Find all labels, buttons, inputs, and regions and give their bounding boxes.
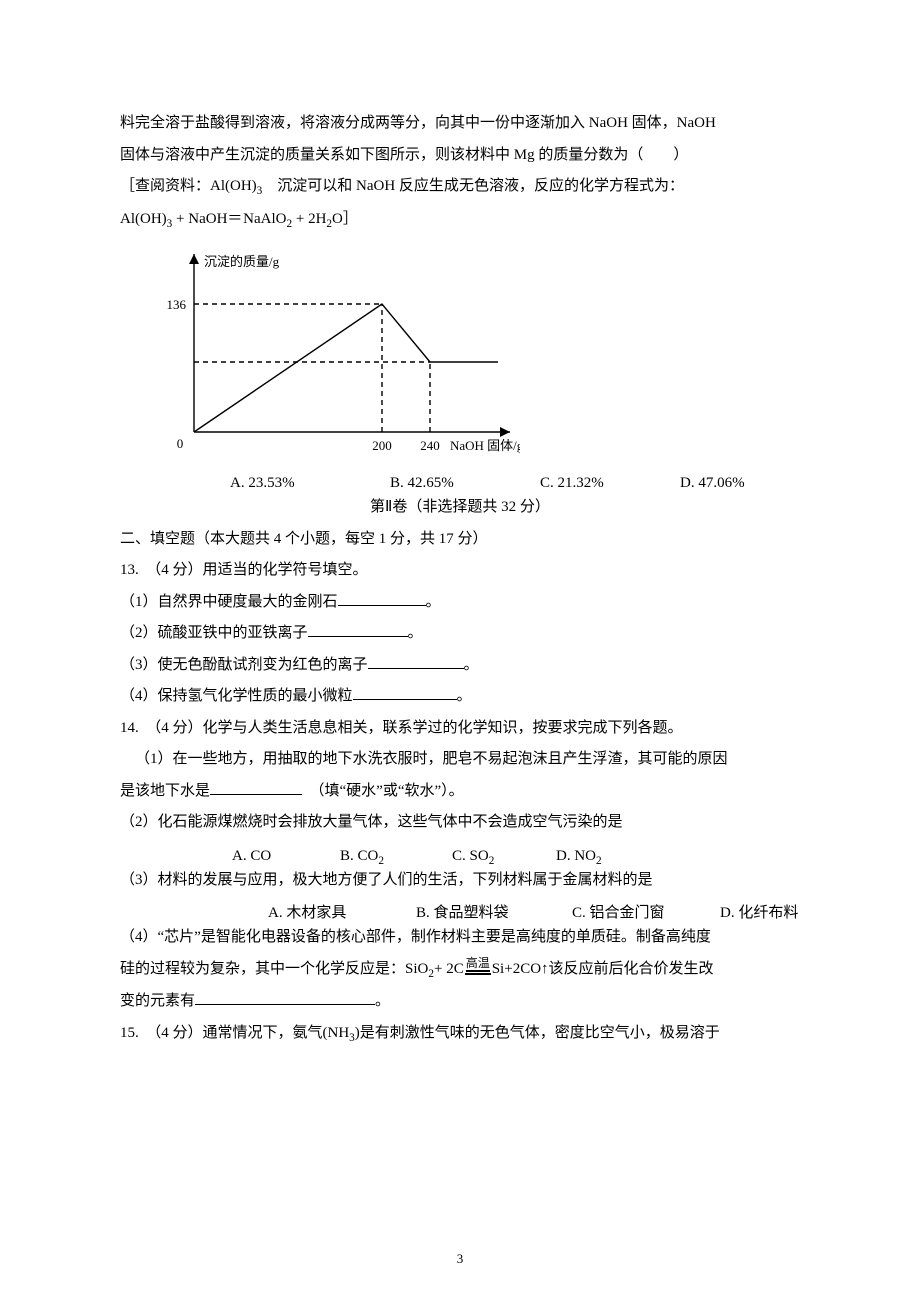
q14-2-opt-b[interactable]: B. CO2 (340, 841, 384, 874)
q13-2-text: （2）硫酸亚铁中的亚铁离子 (120, 625, 308, 641)
q13-3: （3）使无色酚酞试剂变为红色的离子 。 (120, 650, 800, 682)
q13-4: （4）保持氢气化学性质的最小微粒 。 (120, 681, 800, 713)
q14-1a: （1）在一些地方，用抽取的地下水洗衣服时，肥皂不易起泡沫且产生浮渣，其可能的原因 (120, 744, 800, 776)
svg-text:136: 136 (167, 297, 187, 312)
q14-1b: 是该地下水是 （填“硬水”或“软水”）。 (120, 776, 800, 808)
reaction-condition: 高温 (465, 957, 491, 975)
eq-o: O］ (332, 211, 358, 227)
q14-2-b-text: B. CO (340, 848, 378, 864)
q12-line2: 固体与溶液中产生沉淀的质量关系如下图所示，则该材料中 Mg 的质量分数为（ ） (120, 140, 800, 172)
q12-note: ［查阅资料：Al(OH)3 沉淀可以和 NaOH 反应生成无色溶液，反应的化学方… (120, 171, 800, 204)
q12-opt-d[interactable]: D. 47.06% (680, 468, 745, 500)
sub-2d: 2 (489, 855, 495, 867)
q14-2-options: A. CO B. CO2 C. SO2 D. NO2 (120, 841, 800, 865)
q14-4-blank[interactable] (195, 989, 375, 1005)
q14-2-opt-a[interactable]: A. CO (232, 841, 271, 873)
q14-3-opt-a[interactable]: A. 木材家具 (268, 898, 346, 930)
q13-1-blank[interactable] (338, 590, 426, 606)
svg-text:200: 200 (372, 438, 392, 453)
q14-1-blank[interactable] (210, 779, 302, 795)
svg-text:NaOH 固体/g: NaOH 固体/g (450, 438, 520, 453)
q13-4-blank[interactable] (353, 684, 457, 700)
svg-text:240: 240 (420, 438, 440, 453)
q14-3-options: A. 木材家具 B. 食品塑料袋 C. 铝合金门窗 D. 化纤布料 (120, 898, 800, 922)
q12-equation: Al(OH)3 + NaOH＝ NaAlO2 + 2H2O］ (120, 204, 800, 237)
q13-2: （2）硫酸亚铁中的亚铁离子 。 (120, 618, 800, 650)
q14-4c: 变的元素有 。 (120, 986, 800, 1018)
q14-3-opt-d[interactable]: D. 化纤布料 (720, 898, 798, 930)
eq-naalo2: NaAlO (239, 211, 286, 227)
q14-4b: 硅的过程较为复杂，其中一个化学反应是：SiO2+ 2C高温Si+2CO↑该反应前… (120, 954, 800, 987)
q14-4c-prefix: 变的元素有 (120, 993, 195, 1009)
q15-stem: 15. （4 分）通常情况下，氨气(NH3)是有刺激性气味的无色气体，密度比空气… (120, 1018, 800, 1051)
q13-2-blank[interactable] (308, 621, 408, 637)
page-number: 3 (0, 1245, 920, 1272)
q12-opt-c[interactable]: C. 21.32% (540, 468, 604, 500)
svg-text:沉淀的质量/g: 沉淀的质量/g (204, 254, 280, 269)
q14-2-c-text: C. SO (452, 848, 489, 864)
eq-plus-h2o: + 2H (292, 211, 326, 227)
q13-stem: 13. （4 分）用适当的化学符号填空。 (120, 555, 800, 587)
q14-4b-prefix: 硅的过程较为复杂，其中一个化学反应是：SiO (120, 961, 428, 977)
q14-stem: 14. （4 分）化学与人类生活息息相关，联系学过的化学知识，按要求完成下列各题… (120, 713, 800, 745)
q14-2-a-text: A. CO (232, 848, 271, 864)
q13-4-tail: 。 (457, 688, 472, 704)
precipitate-chart: 沉淀的质量/g NaOH 固体/g 0 136 200 240 (150, 242, 520, 462)
q14-3-opt-b[interactable]: B. 食品塑料袋 (416, 898, 509, 930)
q14-4b-mid1: + 2C (434, 961, 464, 977)
q14-3-opt-c[interactable]: C. 铝合金门窗 (572, 898, 665, 930)
q12-chart: 沉淀的质量/g NaOH 固体/g 0 136 200 240 (150, 242, 800, 462)
q13-1: （1）自然界中硬度最大的金刚石 。 (120, 587, 800, 619)
section2-heading: 二、填空题（本大题共 4 个小题，每空 1 分，共 17 分） (120, 524, 800, 556)
q13-4-text: （4）保持氢气化学性质的最小微粒 (120, 688, 353, 704)
eq-equals: ＝ (227, 211, 239, 227)
sub-2e: 2 (596, 855, 602, 867)
q13-3-text: （3）使无色酚酞试剂变为红色的离子 (120, 657, 368, 673)
q13-3-tail: 。 (464, 657, 479, 673)
q15-stem-b: )是有刺激性气味的无色气体，密度比空气小，极易溶于 (355, 1025, 720, 1041)
eq-plus-naoh: + NaOH (172, 211, 227, 227)
q14-1b-prefix: 是该地下水是 (120, 783, 210, 799)
q13-1-tail: 。 (426, 594, 441, 610)
q13-1-text: （1）自然界中硬度最大的金刚石 (120, 594, 338, 610)
q15-stem-a: 15. （4 分）通常情况下，氨气(NH (120, 1025, 349, 1041)
q12-note-a: ［查阅资料：Al(OH) (120, 178, 257, 194)
q14-1b-suffix: （填“硬水”或“软水”）。 (302, 783, 464, 799)
q13-3-blank[interactable] (368, 653, 464, 669)
q14-4b-mid2: Si+2CO↑该反应前后化合价发生改 (492, 961, 714, 977)
eq-aloh3: Al(OH) (120, 211, 167, 227)
sub-2c: 2 (378, 855, 384, 867)
q14-2: （2）化石能源煤燃烧时会排放大量气体，这些气体中不会造成空气污染的是 (120, 807, 800, 839)
q14-2-opt-d[interactable]: D. NO2 (556, 841, 602, 874)
q14-2-d-text: D. NO (556, 848, 596, 864)
q12-line1: 料完全溶于盐酸得到溶液，将溶液分成两等分，向其中一份中逐渐加入 NaOH 固体，… (120, 108, 800, 140)
q12-opt-a[interactable]: A. 23.53% (230, 468, 295, 500)
q14-2-opt-c[interactable]: C. SO2 (452, 841, 494, 874)
q12-note-b: 沉淀可以和 NaOH 反应生成无色溶液，反应的化学方程式为： (262, 178, 684, 194)
q12-options: A. 23.53% B. 42.65% C. 21.32% D. 47.06% (120, 468, 800, 492)
q14-4c-suffix: 。 (375, 993, 390, 1009)
q12-opt-b[interactable]: B. 42.65% (390, 468, 454, 500)
q13-2-tail: 。 (408, 625, 423, 641)
svg-text:0: 0 (177, 436, 184, 451)
